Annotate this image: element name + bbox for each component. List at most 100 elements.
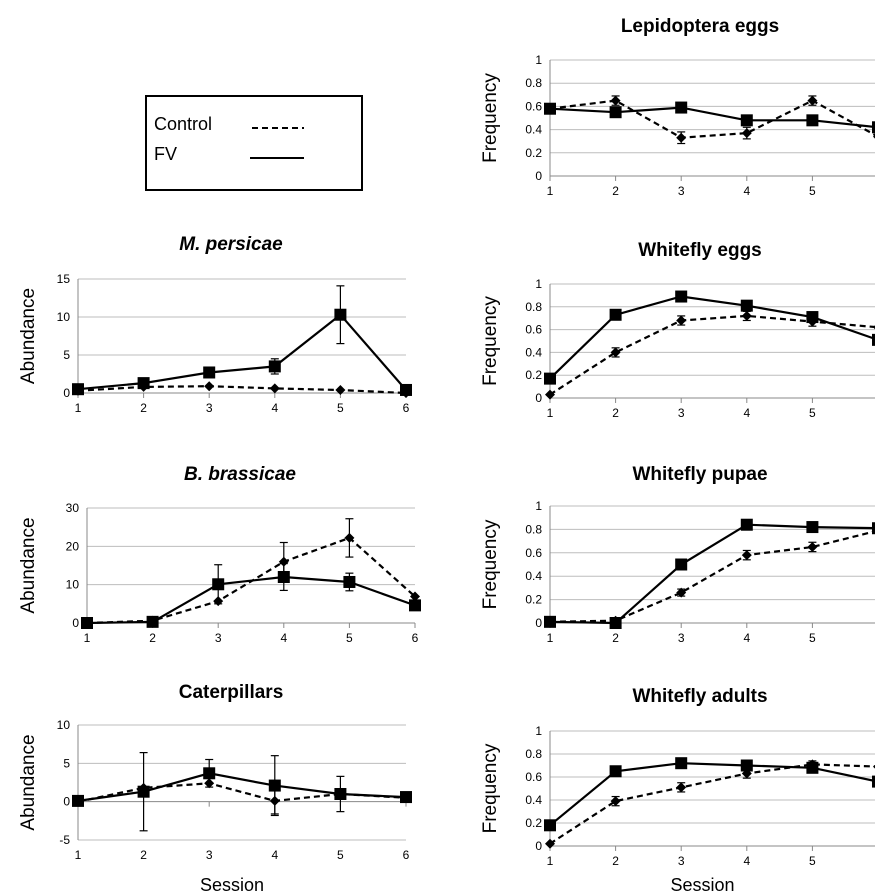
data-point-square [146, 615, 159, 628]
y-tick-label: 15 [57, 272, 71, 286]
x-tick-label: 2 [140, 401, 147, 415]
series-fv [544, 101, 875, 134]
x-tick-label: 4 [271, 401, 278, 415]
data-point-square [72, 794, 84, 807]
series-line [77, 782, 407, 803]
y-tick-label: 5 [63, 348, 70, 362]
data-point-square [740, 299, 753, 312]
chart-title: B. brassicae [184, 464, 296, 485]
x-tick-label: 1 [75, 401, 82, 415]
y-tick-label: 1 [535, 53, 542, 67]
y-tick-label: 0.8 [525, 300, 542, 314]
series-line [549, 314, 875, 396]
series-line [549, 762, 875, 827]
data-point-diamond [610, 347, 621, 358]
y-tick-label: 0 [535, 616, 542, 630]
y-tick-label: 20 [66, 539, 80, 553]
y-tick-label: 30 [66, 501, 80, 515]
y-axis-label: Frequency [480, 73, 501, 163]
chart-b-brassicae: B. brassicae 0 10 20 30 1 2 3 4 5 6 Abundance [18, 464, 421, 645]
series-control [82, 518, 420, 628]
data-point-square [740, 518, 753, 531]
y-axis-label: Abundance [18, 517, 39, 613]
y-tick-label: 10 [57, 310, 71, 324]
y-tick-label: 1 [535, 499, 542, 513]
chart-title: M. persicae [179, 234, 283, 255]
x-tick-label: 4 [280, 631, 287, 645]
y-tick-label: 0.8 [525, 76, 542, 90]
x-tick-label: 2 [612, 631, 619, 645]
data-point-square [806, 311, 819, 324]
data-point-square [609, 617, 622, 629]
y-tick-label: 10 [66, 578, 80, 592]
x-tick-label: 5 [809, 854, 816, 868]
x-tick-label: 3 [678, 854, 685, 868]
data-point-square [806, 761, 819, 774]
x-axis-label: Session [200, 875, 264, 895]
x-tick-label: 3 [678, 406, 685, 420]
y-tick-label: 0.2 [525, 368, 542, 382]
y-tick-label: 0 [535, 839, 542, 853]
legend: Control FV [145, 95, 363, 191]
data-point-square [872, 121, 875, 134]
y-axis-label: Abundance [18, 288, 39, 384]
series-line [77, 772, 407, 802]
x-tick-label: 6 [403, 848, 410, 862]
data-point-square [203, 767, 216, 780]
data-point-square [544, 372, 556, 385]
data-point-square [872, 333, 875, 346]
chart-caterpillars: Caterpillars -5 0 5 10 1 2 3 4 5 6 Abundance Session [18, 682, 412, 895]
x-tick-label: 1 [75, 848, 82, 862]
data-point-square [343, 575, 356, 588]
data-point-square [203, 366, 216, 379]
data-point-diamond [676, 315, 687, 326]
series-line [549, 530, 875, 623]
data-point-diamond [269, 383, 280, 394]
y-tick-label: 0.6 [525, 99, 542, 113]
data-point-square [675, 290, 688, 303]
data-point-diamond [741, 310, 752, 321]
data-point-diamond [204, 381, 215, 392]
data-point-diamond [676, 132, 687, 143]
y-tick-label: 0 [72, 616, 79, 630]
x-tick-label: 1 [547, 184, 554, 198]
y-tick-label: 5 [63, 756, 70, 770]
x-tick-label: 5 [809, 406, 816, 420]
data-point-square [675, 558, 688, 571]
data-point-square [212, 578, 225, 591]
x-tick-label: 6 [412, 631, 419, 645]
y-tick-label: 0.4 [525, 123, 542, 137]
data-point-square [409, 599, 421, 612]
data-point-diamond [610, 796, 621, 807]
chart-title: Whitefly eggs [638, 240, 762, 261]
legend-box [145, 95, 363, 191]
data-point-diamond [335, 385, 346, 395]
series-fv [72, 285, 412, 396]
series-fv [544, 518, 875, 629]
data-point-square [268, 360, 281, 373]
x-tick-label: 5 [337, 401, 344, 415]
series-control [545, 310, 875, 400]
x-tick-label: 4 [743, 631, 750, 645]
data-point-square [400, 791, 412, 804]
series-control [545, 95, 875, 145]
series-fv [544, 290, 875, 385]
series-line [549, 763, 875, 845]
x-tick-label: 6 [403, 401, 410, 415]
y-tick-label: 0 [63, 795, 70, 809]
x-tick-label: 2 [612, 184, 619, 198]
chart-title: Lepidoptera eggs [621, 16, 779, 37]
chart-title: Whitefly adults [632, 686, 767, 707]
series-fv [72, 751, 412, 832]
x-tick-label: 3 [215, 631, 222, 645]
data-point-diamond [610, 95, 621, 106]
data-point-square [400, 383, 412, 396]
chart-m-persicae: M. persicae 0 5 10 15 1 2 3 4 5 6 Abundance [18, 234, 412, 415]
data-point-square [675, 757, 688, 770]
data-point-diamond [344, 532, 355, 543]
x-tick-label: 5 [809, 631, 816, 645]
y-tick-label: 0.4 [525, 793, 542, 807]
legend-label-fv: FV [154, 144, 177, 164]
y-tick-label: 1 [535, 277, 542, 291]
data-point-diamond [676, 587, 687, 598]
